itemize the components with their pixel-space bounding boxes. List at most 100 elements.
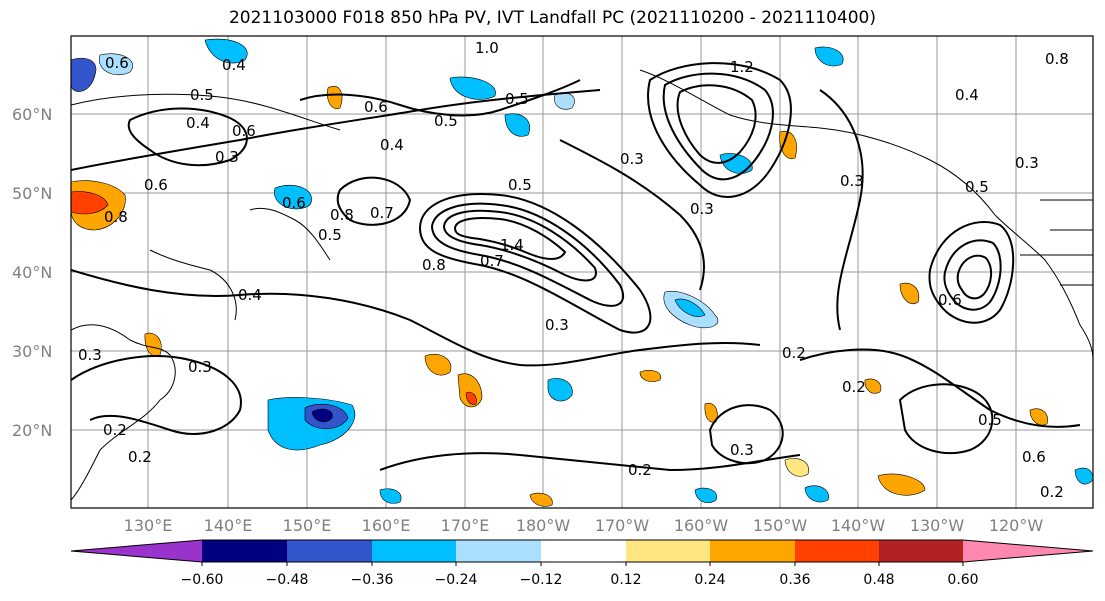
contour-label: 0.5 bbox=[434, 112, 458, 130]
pos-patch bbox=[639, 370, 662, 382]
contour-label: 0.4 bbox=[222, 56, 246, 74]
coastlines bbox=[71, 69, 1093, 501]
lon-label: 130°E bbox=[124, 516, 173, 535]
ivt-shading bbox=[71, 38, 1093, 507]
lon-label: 160°E bbox=[362, 516, 411, 535]
colorbar-segment bbox=[879, 540, 963, 562]
pos-patch bbox=[877, 473, 926, 496]
contour-label: 0.6 bbox=[105, 54, 129, 72]
contour-label: 0.4 bbox=[955, 86, 979, 104]
pos-patch bbox=[779, 130, 797, 160]
contour-label: 0.2 bbox=[842, 378, 866, 396]
contour-label: 0.5 bbox=[965, 178, 989, 196]
pos-patch bbox=[864, 378, 882, 394]
colorbar-segment bbox=[541, 540, 626, 562]
colorbar-segment bbox=[372, 540, 456, 562]
colorbar-segment bbox=[710, 540, 795, 562]
lon-label: 170°W bbox=[595, 516, 650, 535]
colorbar-tick-label: −0.60 bbox=[181, 572, 224, 588]
contour-label: 0.2 bbox=[103, 421, 127, 439]
contour-label: 0.5 bbox=[978, 411, 1002, 429]
lon-label: 140°W bbox=[831, 516, 886, 535]
contour-label: 0.4 bbox=[380, 136, 404, 154]
neg-patch bbox=[71, 57, 97, 92]
lat-label: 40°N bbox=[12, 263, 52, 282]
lat-label: 50°N bbox=[12, 184, 52, 203]
lon-label: 140°E bbox=[204, 516, 253, 535]
contour-label: 0.4 bbox=[186, 114, 210, 132]
contour-label: 0.8 bbox=[330, 206, 354, 224]
pos-patch bbox=[784, 458, 809, 477]
neg-patch bbox=[719, 153, 753, 174]
pos-patch bbox=[465, 391, 477, 405]
contour-label: 0.5 bbox=[318, 226, 342, 244]
lat-label: 20°N bbox=[12, 421, 52, 440]
colorbar-segment bbox=[626, 540, 710, 562]
contour-label: 0.3 bbox=[545, 316, 569, 334]
contour-label: 0.3 bbox=[840, 172, 864, 190]
neg-patch bbox=[1074, 467, 1093, 485]
contour-label: 0.8 bbox=[104, 208, 128, 226]
lon-label: 120°W bbox=[989, 516, 1044, 535]
colorbar-tick-label: −0.36 bbox=[351, 572, 394, 588]
pos-patch bbox=[529, 492, 553, 507]
contour-label: 1.2 bbox=[730, 58, 754, 76]
neg-patch bbox=[814, 46, 844, 67]
neg-patch bbox=[674, 298, 706, 317]
contour-label: 1.4 bbox=[500, 236, 524, 254]
map-border bbox=[70, 35, 1094, 509]
contour-label: 0.3 bbox=[1015, 154, 1039, 172]
colorbar-segment bbox=[287, 540, 372, 562]
pos-patch bbox=[704, 402, 718, 423]
contour-label: 0.3 bbox=[78, 346, 102, 364]
neg-patch bbox=[694, 487, 717, 503]
colorbar-tick-label: 0.36 bbox=[779, 572, 810, 588]
contour-label: 0.3 bbox=[730, 441, 754, 459]
contour-label: 0.5 bbox=[505, 90, 529, 108]
contour-label: 0.3 bbox=[188, 358, 212, 376]
contour-label: 0.6 bbox=[232, 122, 256, 140]
contour-label: 0.5 bbox=[508, 176, 532, 194]
pv-contours bbox=[71, 62, 1081, 472]
lat-label: 30°N bbox=[12, 342, 52, 361]
neg-patch bbox=[449, 76, 496, 100]
contour-label: 0.6 bbox=[938, 291, 962, 309]
contour-label: 0.6 bbox=[1022, 448, 1046, 466]
neg-patch bbox=[804, 485, 829, 503]
lon-label: 150°E bbox=[283, 516, 332, 535]
contour-label: 0.2 bbox=[1040, 483, 1064, 501]
contour-label: 0.4 bbox=[238, 286, 262, 304]
contour-labels: 1.0 0.6 0.4 0.5 0.6 0.6 0.3 0.4 0.5 0.4 … bbox=[78, 39, 1069, 501]
colorbar-tick-label: 0.48 bbox=[863, 572, 894, 588]
colorbar-tick-label: 0.60 bbox=[947, 572, 978, 588]
colorbar-tick-label: −0.48 bbox=[266, 572, 309, 588]
colorbar-tick-label: 0.24 bbox=[694, 572, 725, 588]
pos-patch bbox=[899, 282, 920, 304]
pos-patch bbox=[71, 191, 109, 215]
neg-patch bbox=[547, 378, 573, 402]
contour-label: 0.8 bbox=[422, 256, 446, 274]
colorbar-tick-label: 0.12 bbox=[610, 572, 641, 588]
lon-axis: 130°E 140°E 150°E 160°E 170°E 180°W 170°… bbox=[124, 516, 1044, 535]
lon-label: 180°W bbox=[516, 516, 571, 535]
neg-patch bbox=[311, 408, 333, 423]
colorbar-segment bbox=[202, 540, 287, 562]
lon-label: 130°W bbox=[910, 516, 965, 535]
contour-label: 0.8 bbox=[1045, 50, 1069, 68]
lat-label: 60°N bbox=[12, 105, 52, 124]
pos-patch bbox=[424, 353, 452, 376]
lon-label: 160°W bbox=[674, 516, 729, 535]
colorbar: −0.60 −0.48 −0.36 −0.24 −0.12 0.12 0.24 … bbox=[70, 539, 1094, 588]
contour-label: 0.3 bbox=[690, 200, 714, 218]
contour-label: 0.7 bbox=[370, 204, 394, 222]
colorbar-segment bbox=[71, 540, 202, 562]
lat-axis: 60°N 50°N 40°N 30°N 20°N bbox=[12, 105, 52, 440]
contour-label: 0.2 bbox=[628, 461, 652, 479]
lon-label: 170°E bbox=[441, 516, 490, 535]
colorbar-segment bbox=[963, 540, 1093, 562]
contour-label: 0.2 bbox=[782, 344, 806, 362]
colorbar-segment bbox=[795, 540, 879, 562]
pos-patch bbox=[1029, 408, 1048, 426]
neg-patch bbox=[274, 184, 312, 210]
lon-label: 150°W bbox=[753, 516, 808, 535]
